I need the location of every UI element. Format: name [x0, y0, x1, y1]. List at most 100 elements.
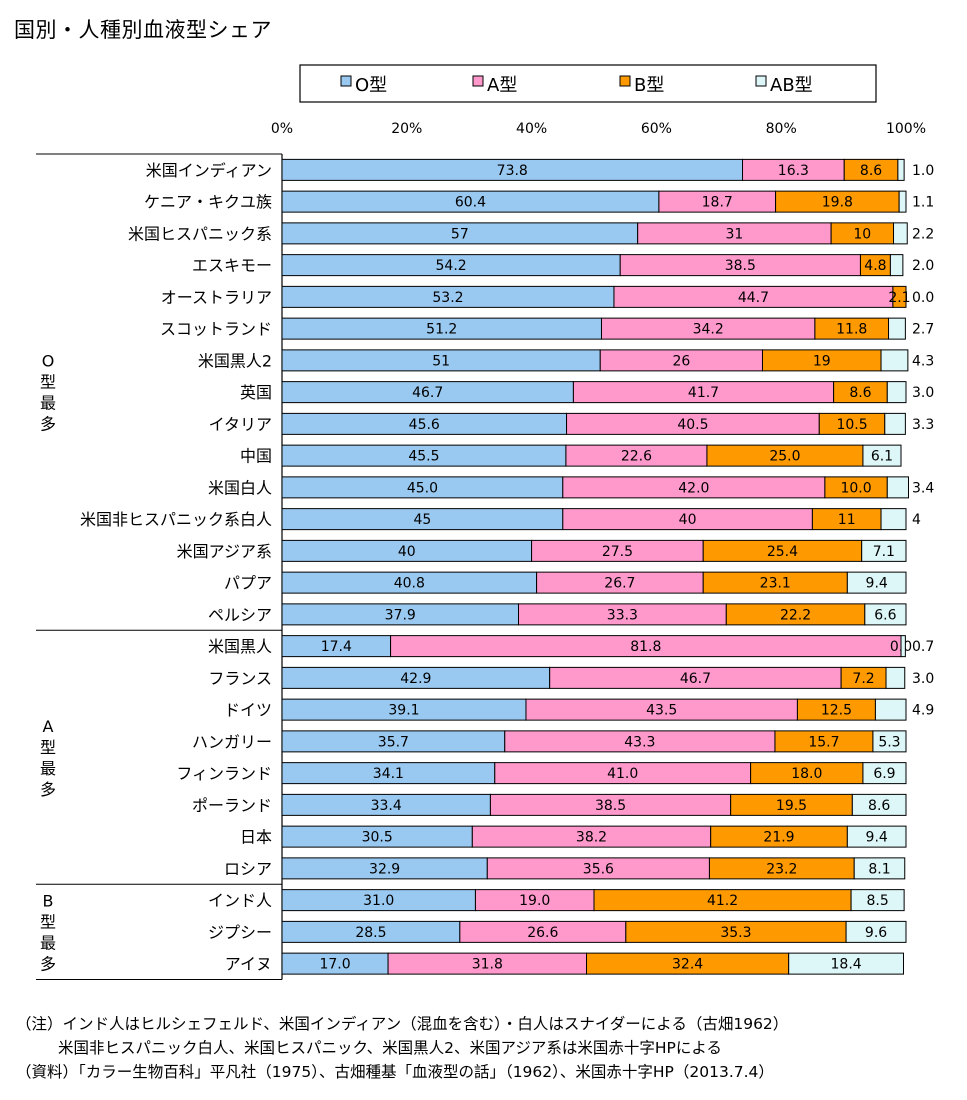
- data-label: 54.2: [436, 258, 467, 274]
- note-line-2: 米国非ヒスパニック白人、米国ヒスパニック、米国黒人2、米国アジア系は米国赤十字H…: [58, 1039, 722, 1057]
- bar-segment: [845, 920, 907, 943]
- bar-segment: [886, 381, 907, 404]
- data-label: 2.0: [912, 258, 934, 274]
- data-label: 32.9: [369, 861, 400, 877]
- category-label: パプア: [224, 574, 272, 593]
- group-label: 型: [40, 373, 56, 392]
- category-label: ポーランド: [192, 796, 272, 815]
- category-label: フランス: [208, 669, 272, 688]
- data-label: 7.2: [852, 671, 874, 687]
- data-label: 1.0: [912, 163, 934, 179]
- data-label: 40: [398, 544, 416, 560]
- data-label: 4.3: [912, 353, 934, 369]
- category-label: ドイツ: [224, 701, 272, 720]
- data-label: 39.1: [388, 703, 419, 719]
- data-label: 6.1: [871, 449, 893, 465]
- bar-segment: [853, 857, 906, 880]
- data-label: 17.0: [319, 957, 350, 973]
- data-label: 18.0: [791, 766, 822, 782]
- data-label: 41.7: [688, 385, 719, 401]
- data-label: 31.8: [472, 957, 503, 973]
- data-label: 17.4: [321, 639, 352, 655]
- data-label: 8.5: [866, 893, 888, 909]
- legend-label: O型: [355, 75, 387, 96]
- data-label: 3.4: [912, 480, 934, 496]
- category-label: 米国白人: [208, 478, 272, 497]
- group-label: 最: [40, 933, 56, 952]
- data-label: 16.3: [778, 163, 809, 179]
- category-label: ケニア・キクユ族: [144, 193, 272, 212]
- data-label: 4.9: [912, 703, 934, 719]
- data-label: 25.0: [769, 449, 800, 465]
- data-label: 10.0: [840, 480, 871, 496]
- category-label: 日本: [240, 828, 272, 847]
- data-label: 51: [432, 353, 450, 369]
- data-label: 45.5: [408, 449, 439, 465]
- data-label: 45.0: [407, 480, 438, 496]
- group-label: 型: [40, 738, 56, 757]
- data-label: 22.6: [621, 449, 652, 465]
- category-label: アイヌ: [225, 955, 272, 974]
- data-label: 21.9: [763, 830, 794, 846]
- data-label: 38.2: [576, 830, 607, 846]
- category-label: ジプシー: [208, 923, 272, 942]
- data-label: 22.2: [780, 607, 811, 623]
- data-label: 35.7: [378, 734, 409, 750]
- data-label: 19: [813, 353, 831, 369]
- data-label: 40.8: [394, 576, 425, 592]
- data-label: 26.6: [527, 925, 558, 941]
- data-label: 9.6: [865, 925, 887, 941]
- bar-segment: [888, 317, 906, 340]
- data-label: 34.1: [373, 766, 404, 782]
- group-label: 多: [40, 954, 56, 973]
- category-label: イタリア: [209, 415, 272, 434]
- data-label: 8.1: [868, 861, 890, 877]
- group-label: 最: [40, 759, 56, 778]
- bar-segment: [862, 762, 907, 785]
- page-title: 国別・人種別血液型シェア: [14, 18, 272, 42]
- bar-segment: [851, 793, 907, 816]
- category-label: 米国アジア系: [177, 542, 272, 561]
- bar-segment: [880, 349, 909, 372]
- note-line-3: （資料）「カラー生物百科」平凡社（1975）、古畑種基「血液型の話」（1962）…: [16, 1063, 774, 1081]
- data-label: 3.3: [912, 417, 934, 433]
- bar-segment: [893, 222, 908, 245]
- data-label: 44.7: [738, 290, 769, 306]
- bar-segment: [846, 825, 907, 848]
- category-label: ペルシア: [208, 605, 272, 624]
- legend-swatch: [472, 75, 484, 87]
- group-label: 多: [40, 415, 56, 434]
- bar-segment: [788, 952, 905, 975]
- legend-label: A型: [487, 75, 517, 96]
- data-label: 2.7: [912, 322, 934, 338]
- bar-segment: [874, 698, 907, 721]
- data-label: 33.3: [607, 607, 638, 623]
- data-label: 4: [912, 512, 921, 528]
- category-label: ハンガリー: [192, 732, 272, 751]
- data-label: 45: [413, 512, 431, 528]
- data-label: 3.0: [912, 671, 934, 687]
- bar-segment: [846, 571, 907, 594]
- group-label: 多: [40, 780, 56, 799]
- data-label: 33.4: [371, 798, 402, 814]
- data-label: 38.5: [595, 798, 626, 814]
- data-label: 28.5: [355, 925, 386, 941]
- data-label: 41.0: [607, 766, 638, 782]
- legend-label: AB型: [770, 75, 813, 96]
- bar-segment: [889, 254, 904, 277]
- data-label: 6.6: [874, 607, 896, 623]
- data-label: 4.8: [864, 258, 886, 274]
- data-label: 3.0: [912, 385, 934, 401]
- data-label: 30.5: [362, 830, 393, 846]
- data-label: 7.1: [873, 544, 895, 560]
- x-tick-label: 80%: [766, 121, 797, 137]
- category-label: 米国黒人: [208, 637, 272, 656]
- data-label: 19.0: [519, 893, 550, 909]
- category-label: 米国インディアン: [146, 161, 272, 180]
- category-label: ロシア: [224, 859, 272, 878]
- group-label: O: [42, 352, 55, 371]
- x-tick-label: 100%: [886, 121, 926, 137]
- data-label: 35.6: [583, 861, 614, 877]
- data-label: 11.8: [836, 322, 867, 338]
